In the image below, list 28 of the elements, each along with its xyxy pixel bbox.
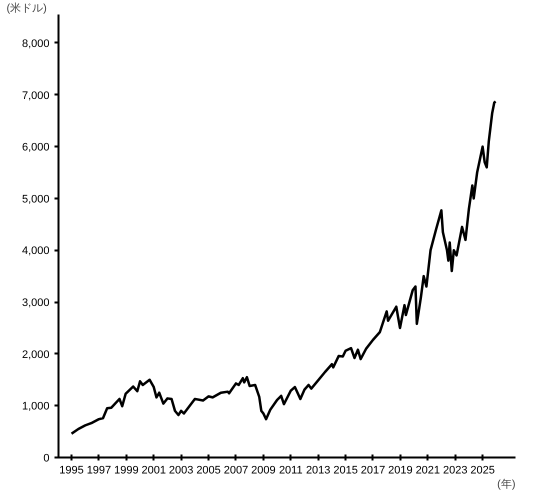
x-tick-label: 2015 xyxy=(333,464,358,476)
x-tick-label: 2011 xyxy=(278,464,303,476)
x-tick-label: 2013 xyxy=(306,464,330,476)
y-tick-label: 0 xyxy=(43,452,50,464)
x-tick-label: 2019 xyxy=(388,464,413,476)
x-tick-label: 2025 xyxy=(470,464,495,476)
y-tick-label: 6,000 xyxy=(22,142,50,154)
y-tick-label: 5,000 xyxy=(22,193,50,206)
x-tick-label: 2017 xyxy=(360,464,386,476)
x-axis-title: (年) xyxy=(497,478,516,490)
x-tick-label: 2005 xyxy=(196,464,221,476)
y-tick-label: 7,000 xyxy=(22,90,50,102)
line-series xyxy=(70,100,497,435)
x-tick-label: 2023 xyxy=(442,464,468,476)
x-tick-label: 2003 xyxy=(168,464,194,476)
y-tick-label: 4,000 xyxy=(22,245,50,258)
x-tick-label: 1997 xyxy=(86,464,112,476)
y-tick-label: 3,000 xyxy=(22,297,50,310)
x-tick-label: 2007 xyxy=(224,464,248,476)
y-tick-label: 2,000 xyxy=(22,348,50,361)
x-tick-label: 2021 xyxy=(416,464,440,476)
y-axis-title: (米ドル) xyxy=(6,2,47,14)
y-tick-label: 8,000 xyxy=(22,38,50,50)
y-tick-label: 1,000 xyxy=(22,400,50,413)
x-tick-label: 2009 xyxy=(251,464,276,476)
x-tick-label: 1995 xyxy=(59,464,84,476)
x-tick-label: 1999 xyxy=(114,464,139,476)
x-tick-label: 2001 xyxy=(142,464,166,476)
